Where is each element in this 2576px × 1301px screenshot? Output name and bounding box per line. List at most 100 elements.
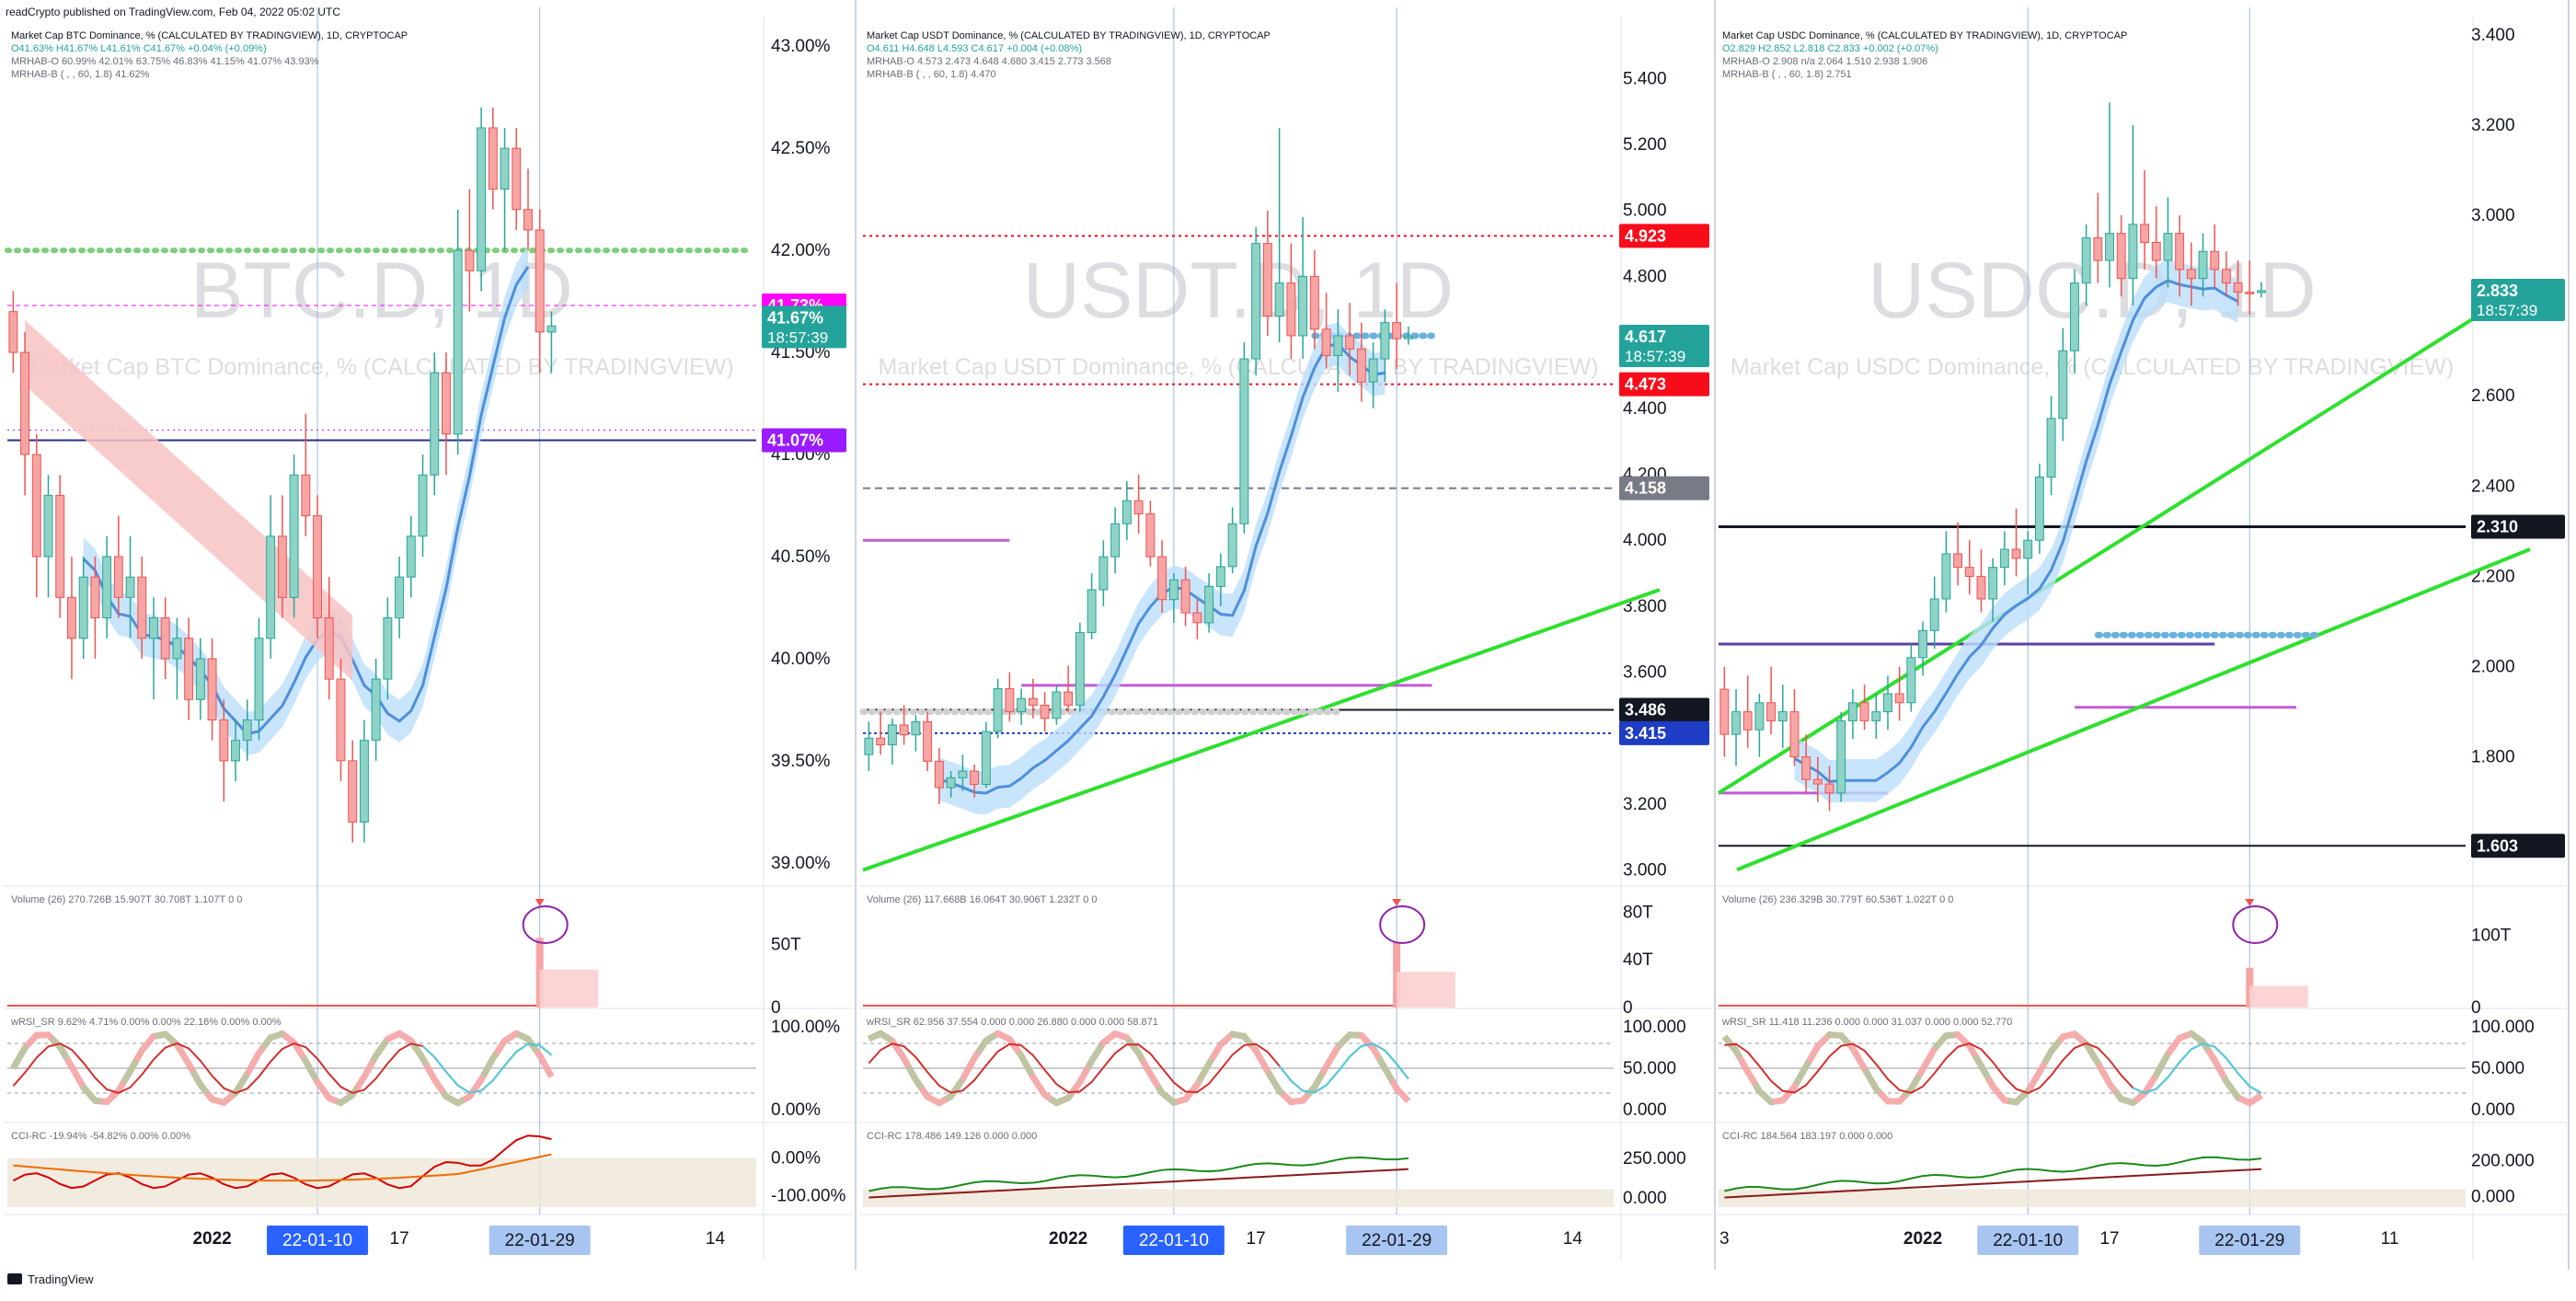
- moving-average-line: [1793, 279, 2239, 784]
- candle: [137, 576, 147, 639]
- candle: [371, 678, 381, 742]
- candle: [1731, 711, 1741, 735]
- chart-panel-usdt: USDT.D, 1D Market Cap USDT Dominance, % (…: [859, 0, 1716, 1270]
- candle: [1121, 500, 1132, 524]
- price-tag-label: 3.486: [1625, 700, 1666, 719]
- price-tag-label: 2.833: [2477, 282, 2518, 300]
- price-tick-label: 4.000: [1623, 531, 1667, 550]
- candle: [981, 731, 991, 785]
- candle: [406, 535, 416, 578]
- price-tag-label: 3.415: [1625, 724, 1666, 743]
- candle: [899, 724, 909, 736]
- volume-box: [2249, 985, 2308, 1007]
- volume-tick-label: 80T: [1623, 903, 1653, 922]
- candle: [1087, 589, 1097, 634]
- time-axis-label: 14: [1563, 1229, 1583, 1249]
- price-tag-label: 4.923: [1625, 226, 1666, 245]
- candle: [336, 678, 346, 762]
- candle: [442, 372, 451, 435]
- candle: [1801, 756, 1811, 780]
- volume-tick-label: 50T: [771, 935, 801, 954]
- candle: [453, 249, 463, 435]
- indicator-legend: MRHAB-O 2.908 n/a 2.064 1.510 2.938 1.90…: [1722, 56, 1927, 67]
- price-tick-label: 3.200: [1623, 795, 1667, 814]
- candle: [1847, 702, 1857, 721]
- candle: [1859, 702, 1869, 721]
- cci-legend: CCI-RC -19.94% -54.82% 0.00% 0.00%: [11, 1131, 190, 1142]
- cci-legend: CCI-RC 178.486 149.126 0.000 0.000: [867, 1131, 1037, 1142]
- price-tag-label: 4.617: [1625, 328, 1666, 346]
- rsi-signal-line: [421, 1042, 553, 1094]
- candle: [2105, 233, 2114, 261]
- cci-zone: [1719, 1189, 2466, 1207]
- candle: [1274, 282, 1284, 317]
- price-tick-label: 1.800: [2471, 748, 2515, 767]
- rsi-tick-label: 100.000: [1623, 1018, 1686, 1037]
- candle: [1976, 575, 1986, 600]
- price-tag: [2471, 834, 2565, 858]
- watermark-ticker: USDT.D, 1D: [1023, 247, 1454, 335]
- date-badge-label: 22-01-10: [1139, 1231, 1209, 1250]
- candle: [1075, 632, 1085, 706]
- candle: [1145, 513, 1156, 558]
- candle: [477, 127, 487, 271]
- candle: [2023, 539, 2033, 559]
- candle: [219, 719, 229, 762]
- candle: [1040, 704, 1050, 720]
- rsi-wave: [10, 1030, 555, 1107]
- candle: [2070, 282, 2079, 351]
- hand-drawn-circle: [2232, 905, 2279, 944]
- candle: [1133, 500, 1144, 515]
- rsi-tick-label: 0.000: [2471, 1100, 2515, 1120]
- candle: [1719, 688, 1730, 735]
- candle: [195, 658, 205, 700]
- candle: [1286, 282, 1296, 337]
- candle: [348, 760, 358, 823]
- date-badge-label: 22-01-29: [1362, 1231, 1432, 1250]
- price-tick-label: 40.50%: [771, 547, 831, 567]
- candle: [301, 474, 311, 517]
- price-tag: [1619, 325, 1709, 368]
- price-tick-label: 40.00%: [771, 650, 831, 669]
- rsi-signal-line: [1278, 1042, 1409, 1094]
- candle: [1871, 711, 1881, 721]
- volume-tick-label: 40T: [1623, 950, 1653, 970]
- candle: [1766, 702, 1777, 721]
- candle: [946, 777, 956, 789]
- candle: [1005, 688, 1015, 713]
- candle: [1812, 778, 1823, 785]
- candle: [2221, 269, 2231, 284]
- cci-zone: [7, 1157, 756, 1207]
- candle: [184, 638, 194, 700]
- cci-slow-line: [868, 1168, 1409, 1199]
- candle: [1789, 711, 1800, 758]
- time-axis-label: 11: [2381, 1229, 2399, 1249]
- bollinger-band-area: [83, 245, 528, 755]
- indicator-legend: MRHAB-B ( , , 60, 1.8) 4.470: [867, 69, 996, 80]
- candle: [113, 556, 123, 598]
- cci-tick-label: 200.000: [2471, 1151, 2535, 1170]
- tradingview-logo-icon: [7, 1273, 22, 1284]
- candle: [1180, 579, 1190, 614]
- candle: [2175, 233, 2185, 271]
- candle: [1824, 783, 1834, 794]
- candle: [1836, 720, 1846, 794]
- candle: [2034, 477, 2044, 541]
- price-tick-label: 42.00%: [771, 241, 831, 260]
- price-tick-label: 3.200: [2471, 116, 2515, 135]
- candle: [876, 737, 886, 745]
- candle: [231, 740, 240, 762]
- time-axis-label: 3: [1719, 1229, 1730, 1249]
- price-tag: [1619, 476, 1709, 501]
- candle: [512, 147, 522, 211]
- cci-line: [12, 1134, 552, 1190]
- candle: [2233, 282, 2243, 293]
- candle: [67, 596, 76, 639]
- candle: [418, 474, 428, 537]
- price-tag: [762, 305, 846, 349]
- price-tick-label: 3.600: [1623, 663, 1667, 683]
- candle: [1333, 335, 1343, 356]
- candle: [395, 576, 405, 619]
- price-tick-label: 3.800: [1623, 597, 1667, 616]
- candle: [2011, 548, 2021, 559]
